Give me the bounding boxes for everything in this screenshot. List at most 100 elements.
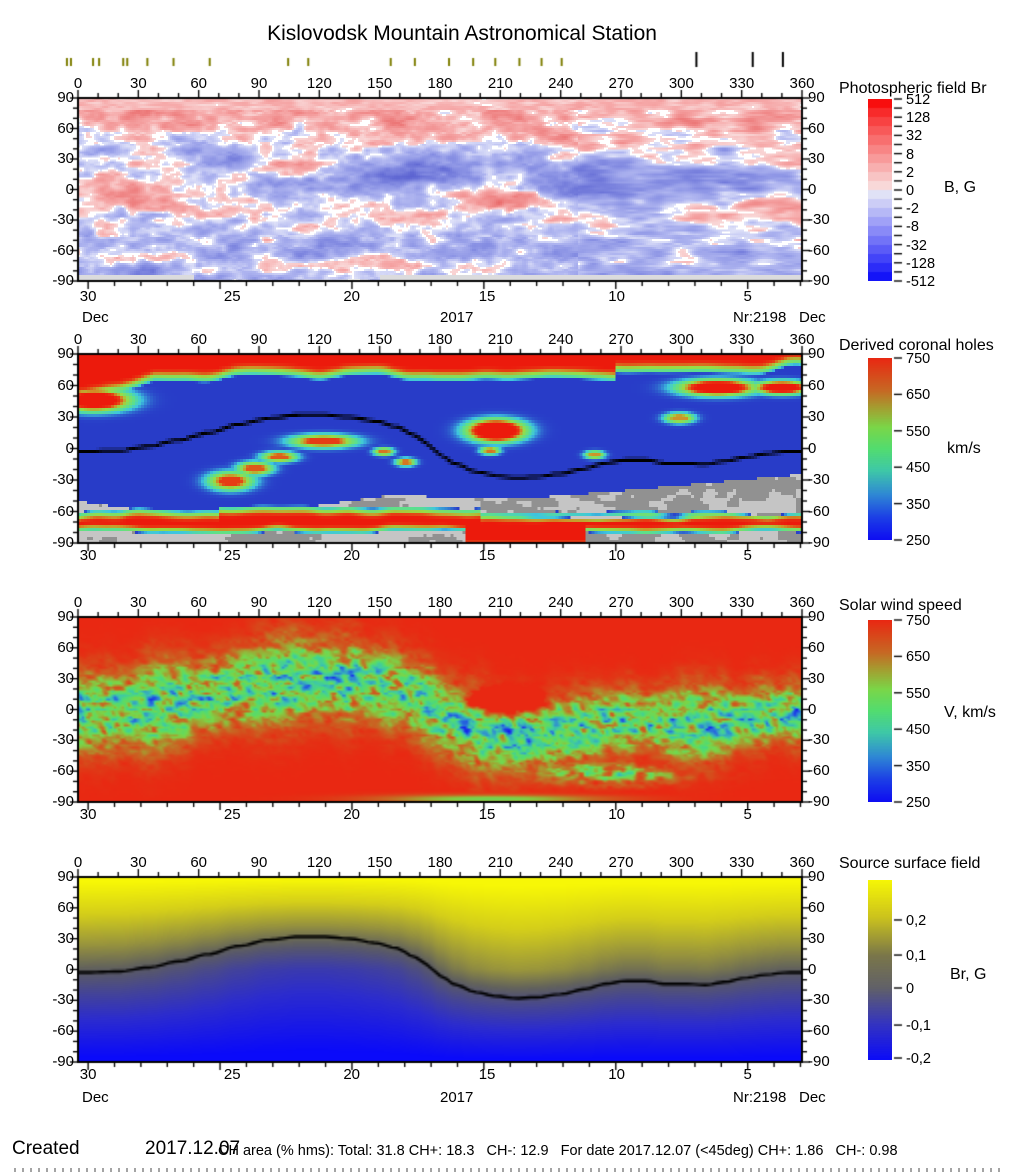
- unit-label-bg: B, G: [944, 179, 977, 196]
- date-tick-label: 15: [478, 1066, 496, 1083]
- lat-tick-label-left: -60: [52, 1022, 74, 1040]
- lon-tick-label: 90: [250, 75, 268, 92]
- lat-tick-label-right: -90: [808, 534, 830, 551]
- colorbar-tick-label: 128: [906, 110, 931, 127]
- lat-tick-label-right: -30: [808, 731, 830, 749]
- date-tick-label: 30: [79, 806, 97, 823]
- colorbar-tick-label: 450: [906, 460, 931, 477]
- colorbar-tick-label: -8: [906, 219, 919, 236]
- date-tick-label: 10: [608, 1066, 625, 1083]
- lat-tick-label-right: 30: [808, 150, 825, 167]
- month-label-right-p1: Dec: [799, 309, 826, 326]
- date-tick-label: 20: [343, 288, 361, 305]
- lat-tick-label-right: 60: [808, 898, 825, 916]
- lon-tick-label: 300: [668, 854, 694, 871]
- colorbar-tick-label: 2: [906, 164, 915, 181]
- lon-tick-label: 180: [427, 594, 453, 611]
- lon-tick-label: 180: [427, 75, 453, 92]
- lon-tick-label: 240: [548, 331, 574, 348]
- lon-tick-label: 150: [367, 854, 393, 871]
- lat-tick-label-left: 30: [57, 669, 74, 687]
- colorbar-tick-label: -0,1: [906, 1018, 931, 1035]
- lat-tick-label-left: -60: [52, 762, 74, 780]
- lat-tick-label-right: 60: [808, 376, 825, 394]
- created-date: 2017.12.07: [145, 1138, 241, 1159]
- colorbar-tick-label: -32: [906, 237, 927, 254]
- colorbar-tick-label: 550: [906, 423, 931, 440]
- date-tick-label: 15: [478, 806, 496, 823]
- lat-tick-label-right: 30: [808, 669, 825, 687]
- lat-tick-label-left: 30: [57, 929, 74, 947]
- lon-tick-label: 30: [129, 854, 147, 871]
- date-tick-label: 15: [478, 547, 496, 564]
- colorbar-tick-label: 0,2: [906, 912, 927, 929]
- lon-tick-label: 330: [729, 75, 755, 92]
- lon-tick-label: 90: [250, 854, 268, 871]
- date-tick-label: 20: [343, 547, 361, 564]
- lon-tick-label: 360: [789, 594, 815, 611]
- colorbar-tick-label: 512: [906, 92, 931, 108]
- colorbar-tick-label: 350: [906, 496, 931, 513]
- lat-tick-label-right: -60: [808, 502, 830, 520]
- lon-tick-label: 0: [73, 594, 83, 611]
- lat-tick-label-right: 0: [808, 700, 817, 718]
- lat-tick-label-left: -90: [52, 272, 74, 289]
- colorbar-tick-label: 0: [906, 981, 915, 997]
- lon-tick-label: 210: [487, 331, 513, 348]
- colorbar-tick-label: -2: [906, 201, 919, 218]
- lon-tick-label: 270: [608, 594, 634, 611]
- colorbar-tick-label: 32: [906, 128, 923, 145]
- lon-tick-label: 300: [668, 331, 694, 348]
- lon-tick-label: 30: [129, 75, 147, 92]
- colorbar-tick-label: 750: [906, 351, 931, 367]
- lon-tick-label: 240: [548, 854, 574, 871]
- rotation-number-p1: Nr:2198: [733, 309, 787, 326]
- date-tick-label: 20: [343, 1066, 361, 1083]
- date-tick-label: 15: [478, 288, 496, 305]
- colorbar-tick-label: 250: [906, 795, 931, 811]
- unit-label-br-g: Br, G: [950, 966, 987, 983]
- colorbar-tick-label: 0,1: [906, 948, 927, 965]
- colorbar-tick-label: 650: [906, 649, 931, 666]
- lon-tick-label: 270: [608, 331, 634, 348]
- lon-tick-label: 60: [190, 75, 207, 92]
- colorbar-tick-label: 8: [906, 146, 915, 163]
- month-label-left-p1: Dec: [82, 309, 109, 326]
- lat-tick-label-right: -60: [808, 762, 830, 780]
- lon-tick-label: 0: [73, 854, 83, 871]
- lat-tick-label-right: -30: [808, 211, 830, 228]
- lat-tick-label-left: -60: [52, 502, 74, 520]
- lat-tick-label-left: 0: [65, 439, 74, 457]
- lon-tick-label: 60: [190, 331, 207, 348]
- lat-tick-label-right: 90: [808, 89, 825, 106]
- colorbar-title-coronal-holes: Derived coronal holes: [839, 337, 994, 354]
- colorbar-tick-label: 550: [906, 685, 931, 702]
- date-tick-label: 25: [223, 806, 241, 823]
- lon-tick-label: 330: [729, 331, 755, 348]
- colorbar-tick-label: 450: [906, 722, 931, 739]
- date-tick-label: 30: [79, 288, 97, 305]
- lat-tick-label-left: -30: [52, 211, 74, 228]
- lon-tick-label: 240: [548, 594, 574, 611]
- lon-tick-label: 270: [608, 75, 634, 92]
- colorbar-tick-label: -512: [906, 274, 936, 290]
- lat-tick-label-left: 90: [57, 608, 74, 625]
- year-label-p4: 2017: [440, 1089, 474, 1106]
- lat-tick-label-right: 60: [808, 119, 825, 137]
- lon-tick-label: 360: [789, 854, 815, 871]
- lat-tick-label-left: 60: [57, 376, 74, 394]
- lon-tick-label: 210: [487, 75, 513, 92]
- lon-tick-label: 0: [73, 75, 83, 92]
- lat-tick-label-left: -30: [52, 471, 74, 488]
- lat-tick-label-left: 30: [57, 408, 74, 425]
- lon-tick-label: 180: [427, 331, 453, 348]
- lat-tick-label-right: 30: [808, 929, 825, 947]
- lon-tick-label: 60: [190, 594, 207, 611]
- lon-tick-label: 270: [608, 854, 634, 871]
- lat-tick-label-left: 60: [57, 898, 74, 916]
- lon-tick-label: 360: [789, 75, 815, 92]
- lon-tick-label: 240: [548, 75, 574, 92]
- lat-tick-label-right: 90: [808, 608, 825, 625]
- date-tick-label: 20: [343, 806, 361, 823]
